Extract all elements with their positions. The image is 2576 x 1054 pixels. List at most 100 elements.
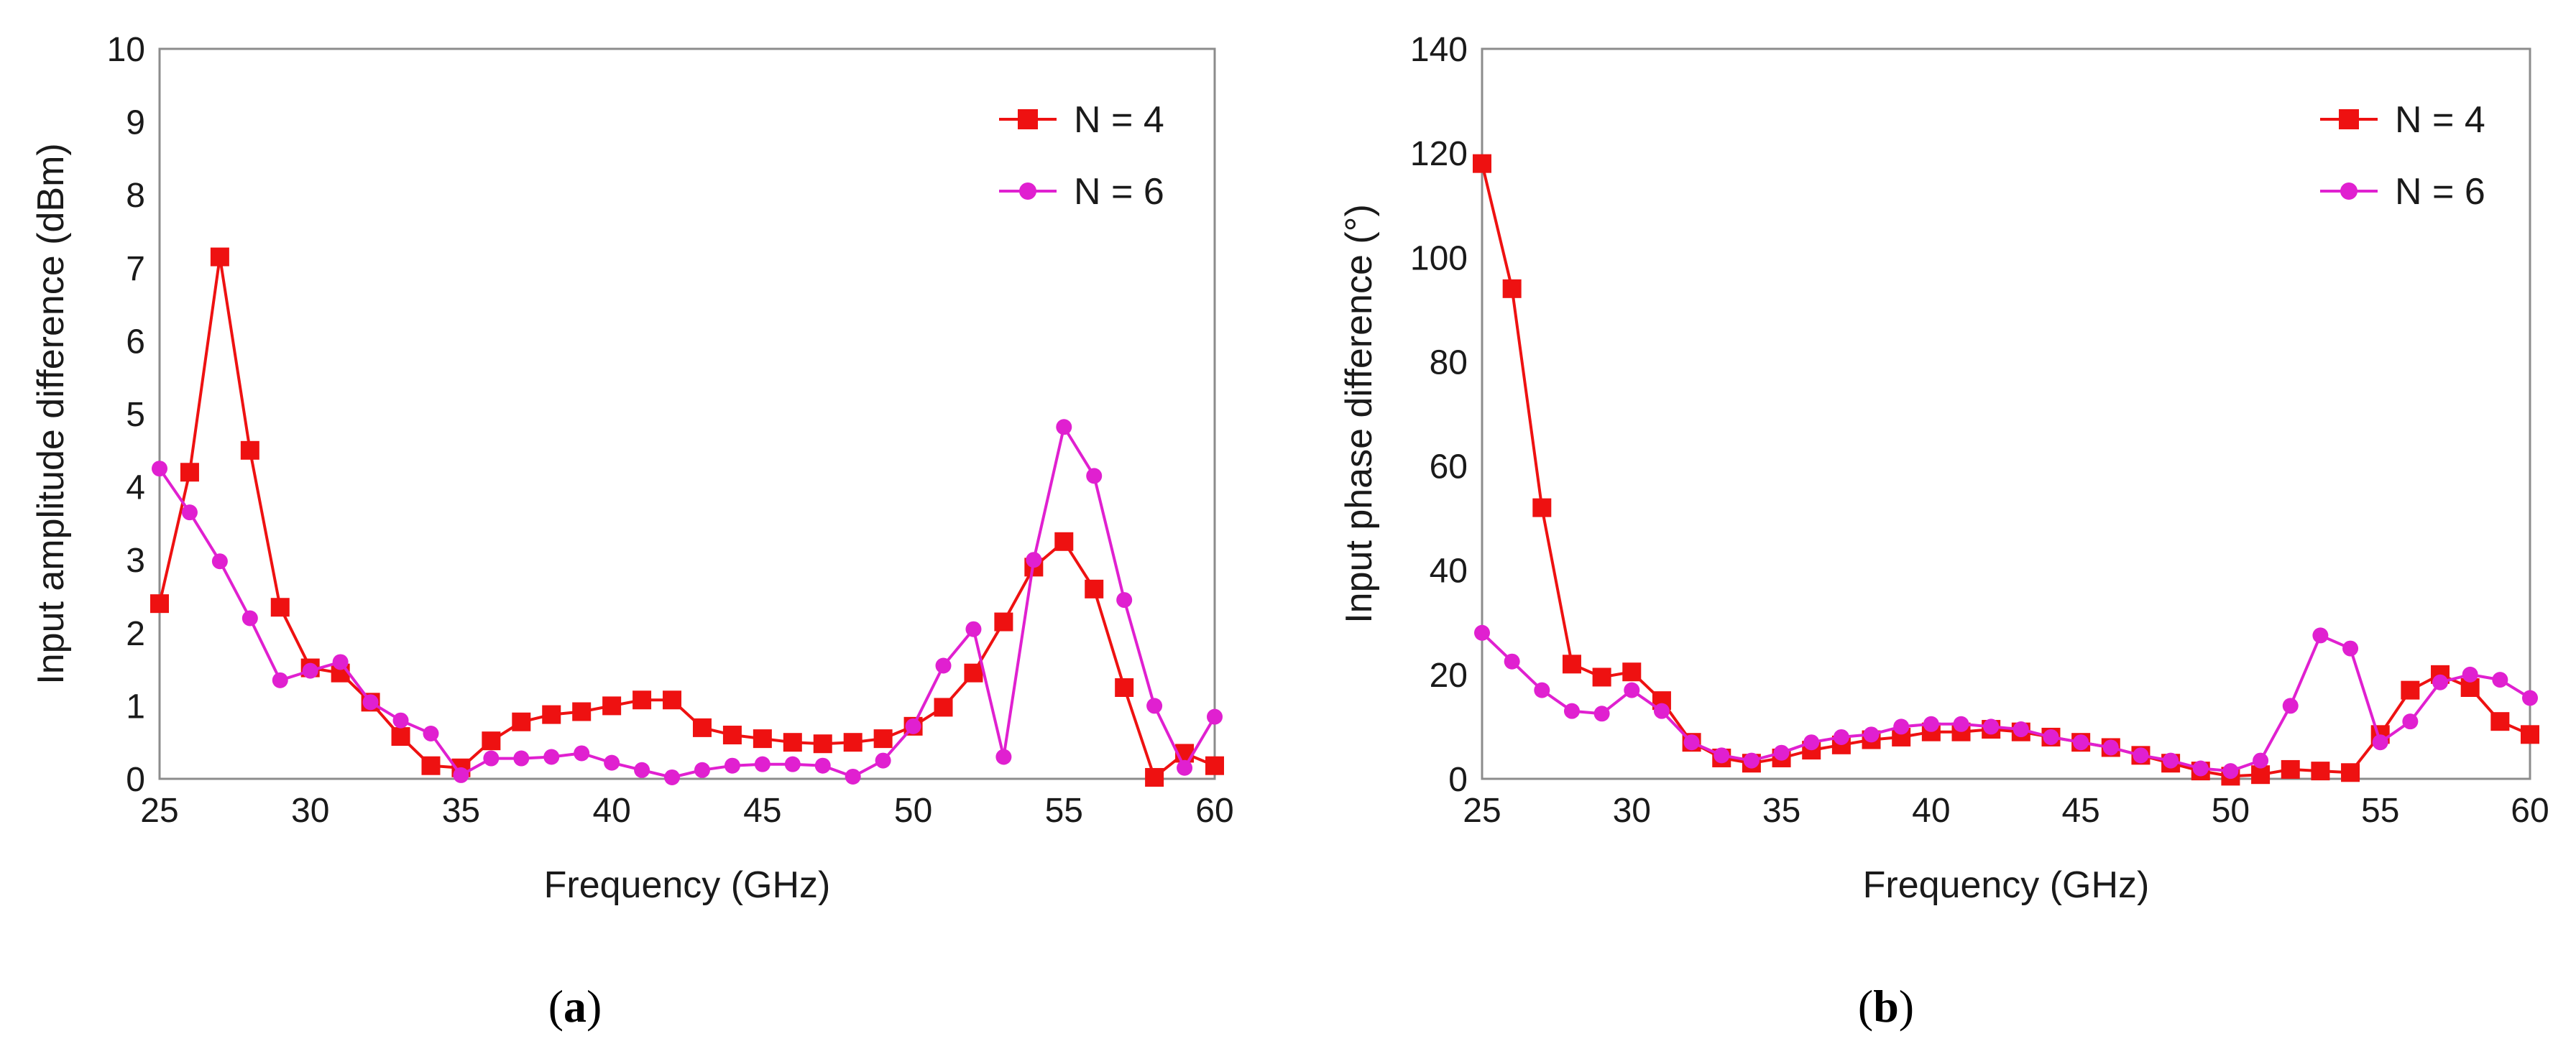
panel-b-legend: N = 4 N = 6	[2320, 99, 2485, 213]
panel-b-y-tick-label: 120	[1410, 135, 1468, 173]
panel-b-point-n6	[2462, 666, 2478, 683]
panel-a-point-n6	[694, 762, 710, 778]
panel-b-legend-marker-n4	[2339, 109, 2359, 129]
panel-b-point-n6	[1683, 734, 1700, 751]
panel-b-point-n6	[2432, 674, 2449, 690]
panel-b-label: (b)	[1858, 981, 1914, 1032]
panel-b-chart: 0 20 40 60 80 100 120 140 25 30 35 40 45 50 55 60 Freq…	[1338, 31, 2549, 1032]
panel-a-point-n6	[724, 757, 740, 774]
panel-b-y-tick-label: 40	[1430, 553, 1468, 591]
panel-a-x-axis-title: Frequency (GHz)	[544, 864, 831, 906]
panel-a-point-n4	[1054, 532, 1074, 551]
panel-a-point-n4	[602, 696, 622, 716]
panel-b-legend-item-n6: N = 6	[2320, 171, 2485, 213]
panel-a-legend-item-n4: N = 4	[999, 99, 1164, 141]
panel-a-point-n4	[512, 712, 531, 731]
panel-a-y-tick-label: 1	[126, 688, 145, 726]
panel-a-y-axis-title: Input amplitude difference (dBm)	[30, 143, 72, 684]
panel-a-point-n4	[843, 733, 862, 752]
panel-b-point-n4	[2490, 712, 2510, 731]
panel-a-x-tick-label: 40	[592, 792, 630, 830]
panel-b-x-ticks: 25 30 35 40 45 50 55 60	[1463, 792, 2549, 830]
panel-a-point-n6	[814, 757, 831, 774]
panel-b-point-n6	[1923, 716, 1939, 732]
panel-b-point-n6	[2133, 747, 2149, 764]
panel-a-x-tick-label: 30	[291, 792, 329, 830]
panel-a-point-n4	[150, 594, 169, 614]
panel-b-point-n4	[1622, 662, 1642, 682]
panel-b-y-tick-label: 0	[1448, 761, 1468, 799]
panel-b-point-n4	[2521, 725, 2539, 744]
panel-a-point-n4	[542, 705, 561, 724]
panel-a-y-tick-label: 2	[126, 615, 145, 653]
panel-a-point-n4	[1145, 767, 1164, 787]
panel-a-point-n6	[362, 694, 379, 711]
panel-a-label: (a)	[548, 981, 602, 1032]
panel-a-x-tick-label: 60	[1195, 792, 1233, 830]
panel-b-y-tick-label: 80	[1430, 343, 1468, 382]
panel-b-legend-label-n4: N = 4	[2395, 99, 2485, 141]
panel-b-point-n6	[2222, 763, 2239, 780]
panel-a-legend-label-n6: N = 6	[1074, 171, 1164, 213]
panel-b-point-n6	[1593, 706, 1610, 722]
panel-b-point-n6	[2163, 752, 2179, 769]
panel-b-point-n6	[2253, 752, 2269, 769]
panel-a-point-n6	[845, 768, 861, 785]
panel-a-point-n6	[272, 672, 288, 688]
panel-a-point-n4	[964, 663, 983, 683]
panel-a-y-tick-label: 4	[126, 469, 145, 507]
panel-a-point-n6	[1177, 759, 1193, 776]
panel-b-x-tick-label: 30	[1613, 792, 1651, 830]
panel-b-plot-frame	[1481, 47, 2531, 780]
panel-a-point-n6	[995, 749, 1012, 765]
panel-a-series-n6	[152, 419, 1223, 785]
panel-a-point-n4	[240, 440, 259, 460]
panel-b-y-tick-label: 60	[1430, 448, 1468, 486]
panel-b-y-tick-label: 20	[1430, 657, 1468, 695]
panel-b-point-n6	[1624, 682, 1640, 698]
panel-a-point-n6	[152, 461, 167, 477]
panel-b-x-tick-label: 35	[1762, 792, 1800, 830]
panel-a-point-n6	[1116, 592, 1133, 609]
panel-a-point-n6	[875, 752, 891, 769]
panel-a-point-n4	[270, 598, 290, 617]
panel-a-y-tick-label: 6	[126, 323, 145, 361]
panel-a-point-n6	[634, 762, 650, 778]
panel-a-x-tick-label: 35	[442, 792, 480, 830]
panel-a-point-n6	[483, 750, 500, 767]
panel-b-point-n6	[1833, 729, 1849, 745]
panel-a-series	[150, 247, 1224, 787]
panel-b-point-n6	[2522, 690, 2538, 706]
panel-b-point-n4	[2311, 762, 2330, 781]
panel-a-point-n6	[965, 621, 982, 637]
panel-b-point-n4	[2341, 763, 2360, 782]
panel-a-y-tick-label: 9	[126, 104, 145, 142]
panel-a-point-n4	[421, 756, 441, 775]
panel-a-point-n6	[574, 745, 590, 762]
panel-a-point-n6	[664, 769, 681, 785]
panel-a-point-n6	[1207, 708, 1223, 725]
panel-b-point-n6	[2073, 734, 2089, 751]
panel-a-point-n4	[873, 729, 893, 749]
panel-a-point-n6	[543, 749, 560, 765]
panel-b-point-n6	[1773, 744, 1790, 761]
panel-a-point-n4	[1085, 579, 1104, 598]
panel-b-point-n6	[2102, 739, 2119, 756]
panel-a-point-n6	[242, 610, 258, 627]
panel-b-point-n4	[1592, 667, 1611, 687]
panel-b-point-n6	[2043, 729, 2059, 745]
panel-b-point-n6	[1743, 752, 1760, 769]
panel-a-point-n4	[482, 731, 501, 751]
panel-a-point-n4	[663, 690, 682, 710]
panel-a-point-n6	[1086, 468, 1103, 484]
panel-b-x-tick-label: 25	[1463, 792, 1501, 830]
panel-a-point-n4	[753, 729, 772, 749]
panel-b-point-n4	[1502, 279, 1522, 298]
panel-b-point-n6	[2192, 760, 2209, 777]
panel-a-point-n4	[572, 702, 592, 721]
panel-b-point-n6	[2012, 721, 2029, 738]
panel-a-y-tick-label: 3	[126, 542, 145, 580]
panel-a-point-n6	[332, 654, 349, 670]
